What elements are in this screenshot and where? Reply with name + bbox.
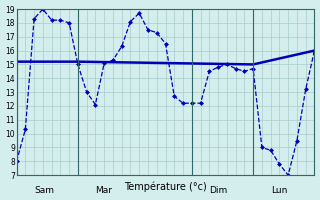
Text: Mar: Mar xyxy=(95,186,112,195)
Text: Dim: Dim xyxy=(209,186,228,195)
Text: Lun: Lun xyxy=(271,186,287,195)
Text: Sam: Sam xyxy=(34,186,54,195)
X-axis label: Température (°c): Température (°c) xyxy=(124,181,207,192)
